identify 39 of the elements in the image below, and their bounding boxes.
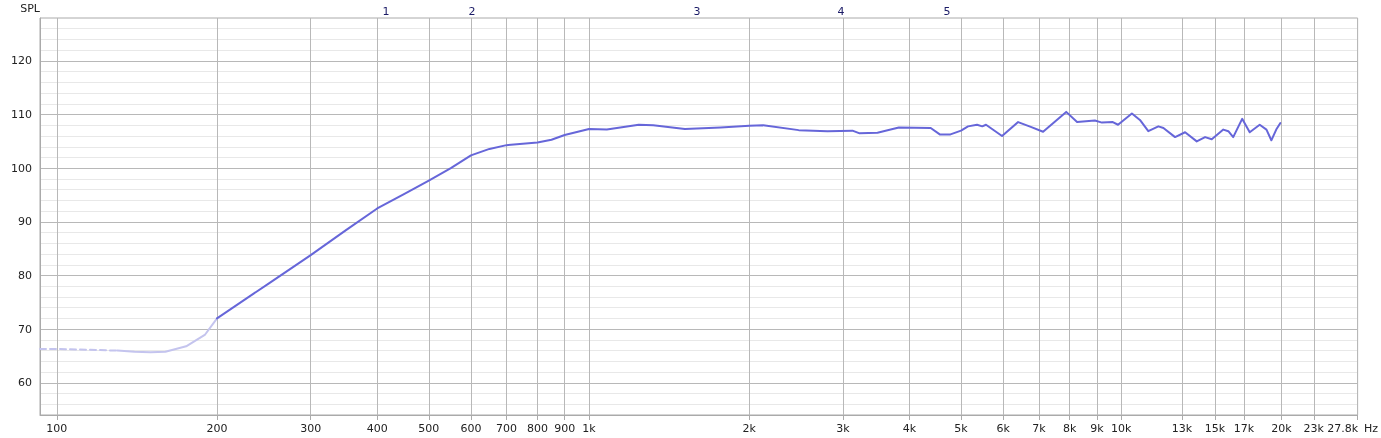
text: 5 — [943, 4, 951, 18]
x-axis-title: Hz — [1363, 422, 1379, 435]
text: 1 — [382, 4, 390, 18]
y-tick-label: 80 — [18, 269, 32, 283]
x-tick-label: 100 — [46, 422, 68, 435]
x-tick-label: 27.8k — [1327, 422, 1359, 435]
x-tick-label: 300 — [300, 422, 322, 435]
x-tick-label: 15k — [1204, 422, 1226, 435]
y-tick-label: 120 — [11, 54, 32, 68]
y-tick-label: 110 — [11, 108, 32, 122]
x-tick-label: 700 — [496, 422, 518, 435]
x-tick-label: 7k — [1032, 422, 1047, 435]
x-tick-label: 5k — [954, 422, 969, 435]
y-tick-label: 90 — [18, 215, 32, 229]
y-tick-label: 100 — [11, 161, 32, 175]
x-tick-label: 2k — [742, 422, 757, 435]
x-tick-label: 4k — [902, 422, 917, 435]
x-tick-label: 1k — [582, 422, 597, 435]
x-tick-label: 800 — [526, 422, 548, 435]
text: 4 — [837, 4, 845, 18]
x-tick-label: 200 — [206, 422, 228, 435]
x-tick-label: 20k — [1271, 422, 1293, 435]
x-tick-label: 8k — [1063, 422, 1078, 435]
y-axis-title: SPL — [20, 2, 41, 15]
text: 2 — [468, 4, 476, 18]
x-tick-label: 9k — [1090, 422, 1105, 435]
x-tick-label: 900 — [554, 422, 576, 435]
y-tick-label: 70 — [18, 322, 32, 336]
x-tick-label: 400 — [366, 422, 388, 435]
x-tick-label: 600 — [460, 422, 482, 435]
x-tick-label: 10k — [1111, 422, 1133, 435]
text: 3 — [693, 4, 701, 18]
y-tick-label: 60 — [18, 376, 32, 390]
x-tick-label: 23k — [1303, 422, 1325, 435]
x-tick-label: 13k — [1171, 422, 1193, 435]
x-tick-label: 6k — [996, 422, 1011, 435]
x-tick-label: 3k — [836, 422, 851, 435]
x-tick-label: 500 — [418, 422, 440, 435]
x-tick-label: 17k — [1233, 422, 1255, 435]
